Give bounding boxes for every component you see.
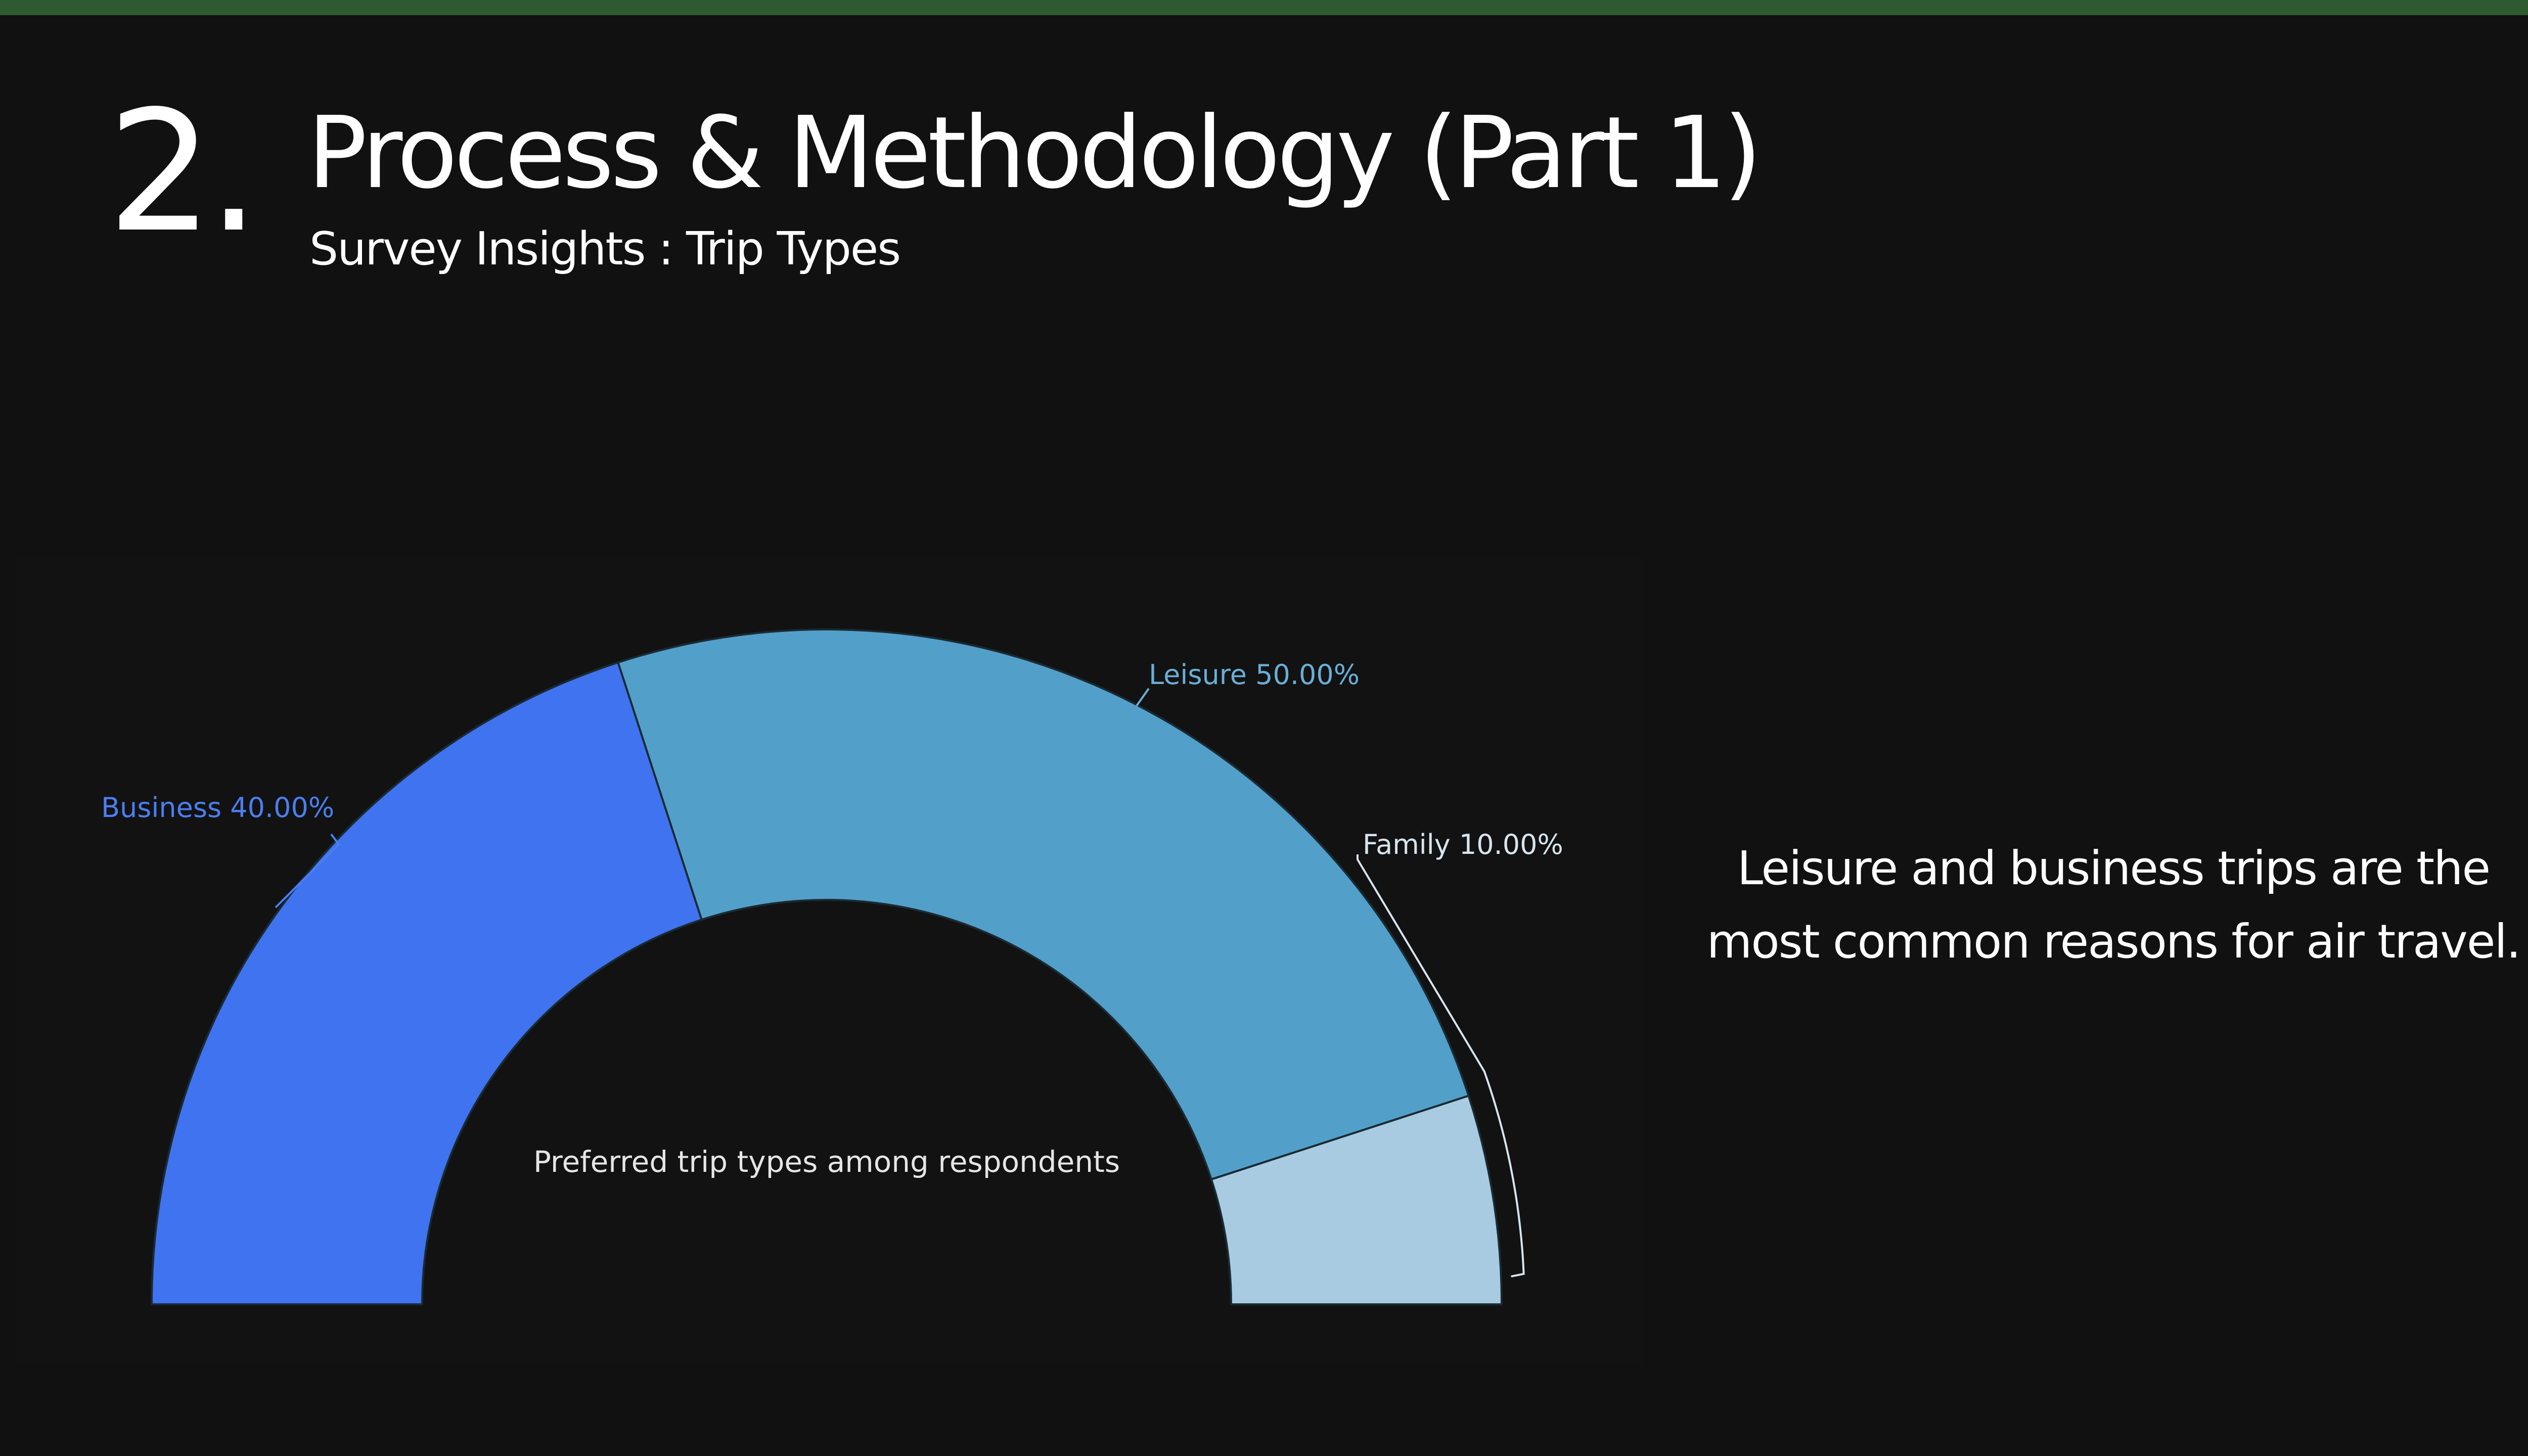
- leader-line-family: [1357, 854, 1525, 1278]
- chart-panel: Business 40.00% Leisure 50.00% Family 10.0…: [15, 556, 1643, 1365]
- top-accent-bar: [0, 0, 2528, 15]
- chart-title: Preferred trip types among respondents: [533, 1145, 1120, 1179]
- slide-subtitle: Survey Insights : Trip Types: [309, 222, 901, 276]
- slice-leisure: [616, 628, 1470, 1181]
- slice-family: [1210, 1094, 1503, 1305]
- section-number: 2.: [107, 75, 260, 269]
- leader-line-leisure: [1136, 688, 1150, 707]
- insight-text: Leisure and business trips are the most …: [1706, 841, 2521, 969]
- slide-title: Process & Methodology (Part 1): [307, 96, 1762, 211]
- slice-label-leisure: Leisure 50.00%: [1149, 659, 1360, 691]
- slice-business: [150, 661, 703, 1305]
- leader-line-business: [275, 833, 340, 908]
- slice-label-family: Family 10.00%: [1363, 829, 1563, 860]
- slice-label-business: Business 40.00%: [101, 792, 334, 824]
- half-donut-chart: Business 40.00% Leisure 50.00% Family 10.0…: [101, 628, 1563, 1305]
